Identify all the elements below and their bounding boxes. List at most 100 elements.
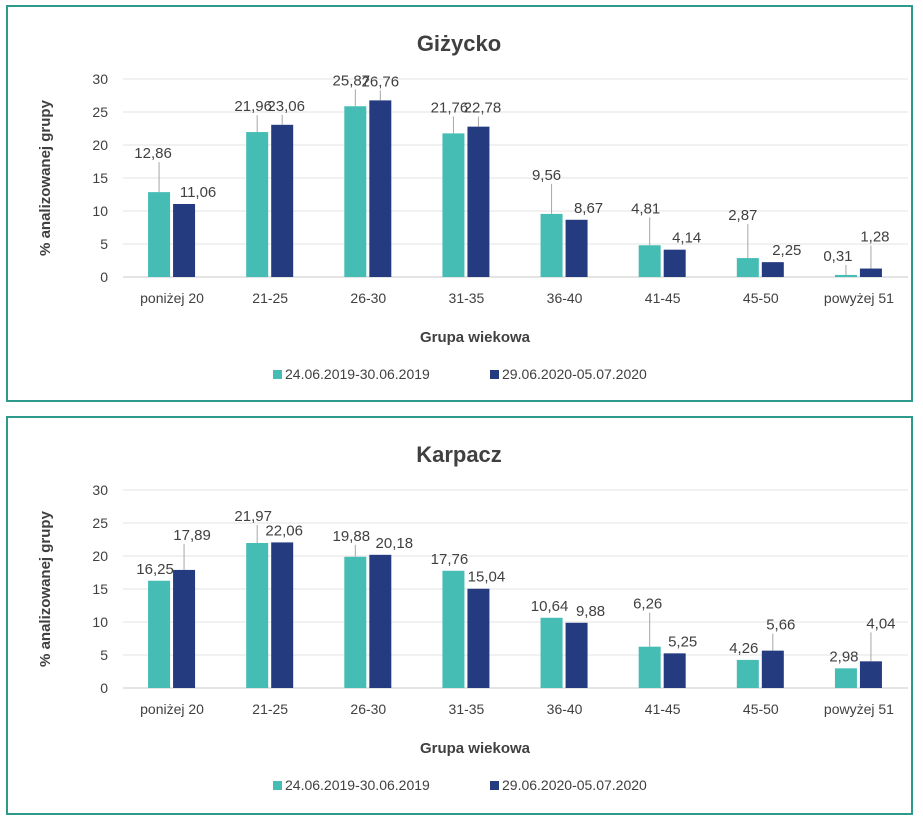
bar-2019 xyxy=(736,258,759,277)
data-label: 21,97 xyxy=(234,508,272,525)
x-axis-title: Grupa wiekowa xyxy=(420,329,531,346)
data-label: 20,18 xyxy=(376,535,414,552)
data-label: 2,25 xyxy=(772,242,801,259)
x-tick-label: 45-50 xyxy=(743,701,779,717)
data-label: 2,87 xyxy=(728,207,757,224)
data-label: 26,76 xyxy=(362,73,400,90)
data-label: 1,28 xyxy=(860,229,889,246)
legend-label: 29.06.2020-05.07.2020 xyxy=(502,366,647,382)
x-tick-label: 31-35 xyxy=(449,701,485,717)
data-label: 21,76 xyxy=(431,99,469,116)
chart-title: Giżycko xyxy=(417,31,501,56)
x-tick-label: 41-45 xyxy=(645,701,681,717)
data-label: 8,67 xyxy=(574,200,603,217)
bar-2020 xyxy=(859,268,882,277)
bar-2019 xyxy=(540,617,563,688)
data-label: 4,26 xyxy=(729,640,758,657)
bar-2020 xyxy=(271,124,294,277)
bar-chart-karpacz: Karpacz 0 5 10 15 20 25 30 % analizowanej grupy p… xyxy=(37,442,908,793)
legend-label: 24.06.2019-30.06.2019 xyxy=(285,366,430,382)
bar-2020 xyxy=(467,126,490,277)
bar-2020 xyxy=(663,653,686,688)
x-tick-label: 31-35 xyxy=(449,290,485,306)
bar-2019 xyxy=(638,646,661,688)
bar-2019 xyxy=(246,542,269,688)
data-label: 0,31 xyxy=(823,248,852,265)
legend-label: 29.06.2020-05.07.2020 xyxy=(502,777,647,793)
bar-2019 xyxy=(148,192,171,277)
bar-2020 xyxy=(565,622,588,688)
legend-swatch xyxy=(273,781,282,790)
data-label: 22,06 xyxy=(265,522,303,539)
legend-swatch xyxy=(490,781,499,790)
legend-label: 24.06.2019-30.06.2019 xyxy=(285,777,430,793)
x-tick-label: 21-25 xyxy=(252,701,288,717)
bar-2020 xyxy=(761,262,784,277)
x-tick-label: poniżej 20 xyxy=(140,701,204,717)
data-label: 11,06 xyxy=(180,184,216,201)
bar-2020 xyxy=(271,542,294,688)
y-tick-label: 10 xyxy=(92,203,108,219)
data-label: 25,87 xyxy=(333,72,371,89)
y-tick-label: 15 xyxy=(92,170,108,186)
x-tick-label: powyżej 51 xyxy=(824,701,894,717)
data-label: 2,98 xyxy=(829,648,858,665)
bar-2019 xyxy=(834,668,857,688)
bar-2019 xyxy=(540,213,563,277)
bar-2020 xyxy=(369,554,392,688)
bar-2020 xyxy=(565,219,588,277)
bar-2020 xyxy=(467,588,490,688)
y-tick-label: 0 xyxy=(100,680,108,696)
data-label: 12,86 xyxy=(134,145,172,162)
data-label: 6,26 xyxy=(633,596,662,613)
y-axis-title: % analizowanej grupy xyxy=(37,510,54,667)
data-label: 17,76 xyxy=(431,551,469,568)
data-label: 10,64 xyxy=(531,598,569,615)
y-tick-label: 30 xyxy=(92,482,108,498)
x-tick-label: 26-30 xyxy=(350,290,386,306)
bar-2020 xyxy=(173,569,196,688)
x-axis-title: Grupa wiekowa xyxy=(420,740,531,757)
x-tick-label: 36-40 xyxy=(547,701,583,717)
y-tick-label: 15 xyxy=(92,581,108,597)
bar-2019 xyxy=(442,570,465,688)
data-label: 9,56 xyxy=(532,167,561,184)
data-label: 4,14 xyxy=(672,230,701,247)
data-label: 4,04 xyxy=(866,615,895,632)
y-tick-label: 25 xyxy=(92,515,108,531)
data-label: 5,66 xyxy=(766,617,795,634)
x-tick-label: 26-30 xyxy=(350,701,386,717)
y-tick-label: 20 xyxy=(92,137,108,153)
data-label: 15,04 xyxy=(468,569,506,586)
bar-2020 xyxy=(369,100,392,277)
y-tick-label: 10 xyxy=(92,614,108,630)
y-tick-label: 5 xyxy=(100,236,108,252)
data-label: 5,25 xyxy=(668,633,697,650)
legend-swatch xyxy=(273,370,282,379)
y-tick-label: 0 xyxy=(100,269,108,285)
data-label: 4,81 xyxy=(631,200,660,217)
x-tick-label: powyżej 51 xyxy=(824,290,894,306)
bar-2019 xyxy=(344,106,367,278)
y-tick-label: 5 xyxy=(100,647,108,663)
bar-2020 xyxy=(663,249,686,277)
bar-2019 xyxy=(148,580,171,688)
x-tick-label: poniżej 20 xyxy=(140,290,204,306)
legend-swatch xyxy=(490,370,499,379)
y-tick-label: 25 xyxy=(92,104,108,120)
x-tick-label: 21-25 xyxy=(252,290,288,306)
data-label: 17,89 xyxy=(173,527,211,544)
x-tick-label: 45-50 xyxy=(743,290,779,306)
bar-2019 xyxy=(834,274,857,277)
y-tick-label: 30 xyxy=(92,71,108,87)
data-label: 22,78 xyxy=(464,100,502,117)
y-axis-title: % analizowanej grupy xyxy=(37,99,54,256)
y-tick-label: 20 xyxy=(92,548,108,564)
bar-2019 xyxy=(736,659,759,688)
bar-chart-gizycko: Giżycko 0 5 10 15 20 25 30 % analizowanej grupy p… xyxy=(37,31,908,382)
bar-2019 xyxy=(442,133,465,277)
bar-2019 xyxy=(344,556,367,688)
bar-2020 xyxy=(761,650,784,688)
chart-panel-karpacz: Karpacz 0 5 10 15 20 25 30 % analizowanej grupy p… xyxy=(6,416,913,815)
data-label: 9,88 xyxy=(576,603,605,620)
